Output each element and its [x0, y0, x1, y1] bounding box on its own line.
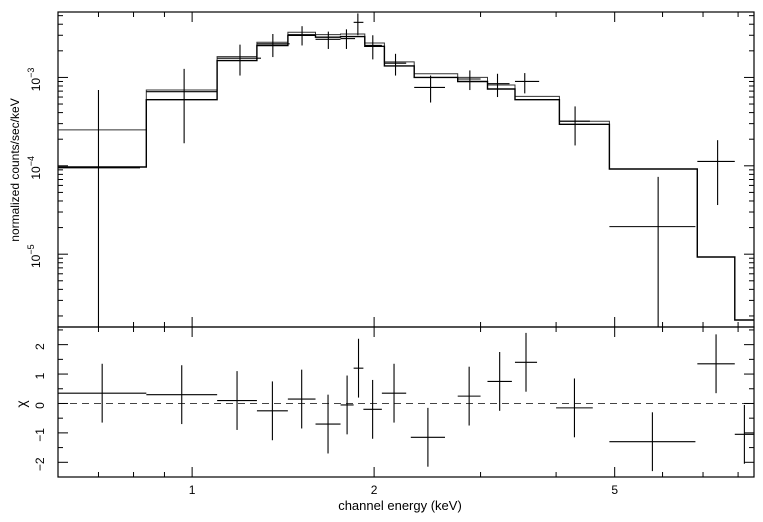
x-tick-label: 1 [189, 483, 196, 497]
residual-data-points [58, 332, 754, 472]
residual-frame [57, 326, 755, 478]
residual-y-tick-label: −2 [33, 457, 47, 471]
spectrum-data-point [315, 31, 341, 49]
spectrum-data-point [146, 68, 218, 144]
spectrum-data-points [58, 13, 735, 327]
model-curves [58, 31, 754, 321]
residual-data-point [353, 338, 364, 398]
spectrum-data-point [414, 75, 446, 103]
residual-data-point [697, 334, 735, 394]
residual-data-point [287, 369, 316, 429]
residual-y-axis-label: χ [13, 400, 29, 408]
residual-data-point [315, 394, 341, 454]
spectrum-data-point [514, 73, 540, 94]
spectrum-data-point [287, 26, 316, 46]
residual-y-ticks: 2 1 0 −1 −2 [33, 329, 754, 478]
spectrum-data-point [217, 44, 262, 76]
residual-data-point [410, 407, 446, 467]
residual-data-point [363, 379, 382, 439]
spectrum-data-point [384, 53, 407, 76]
residual-data-point [457, 366, 481, 426]
residual-data-point [556, 378, 593, 438]
residual-data-point [146, 365, 218, 425]
residual-y-tick-label: 0 [33, 402, 47, 409]
residual-y-tick-label: 1 [33, 372, 47, 379]
spectrum-data-point [559, 106, 590, 146]
residual-data-point [734, 404, 754, 464]
x-axis-label: channel energy (keV) [338, 498, 462, 513]
model-curve-alt [58, 31, 754, 321]
residual-data-point [514, 332, 538, 392]
x-tick-labels: 1 2 5 [189, 483, 619, 497]
spectrum-y-ticks: 10−3 10−4 10−5 [26, 15, 754, 317]
x-tick-label: 5 [611, 483, 618, 497]
residual-data-point [381, 363, 407, 423]
spectrum-data-point [697, 140, 735, 206]
spectrum-y-tick-label: 10−5 [26, 244, 43, 268]
spectrum-data-point [58, 90, 141, 327]
spectrum-panel: 10−3 10−4 10−5 normalized counts/sec/keV [8, 11, 755, 328]
spectrum-y-tick-label: 10−4 [26, 156, 43, 180]
spectrum-x-ticks [57, 12, 739, 327]
spectrum-data-point [609, 176, 696, 327]
residual-data-point [217, 371, 257, 430]
residual-x-ticks [57, 327, 739, 477]
residual-data-point [58, 363, 147, 423]
spectrum-data-point [457, 70, 481, 91]
spectrum-data-point [487, 73, 510, 98]
spectrum-data-point [353, 13, 364, 36]
spectrum-y-axis-label: normalized counts/sec/keV [8, 98, 22, 241]
residual-y-tick-label: −1 [33, 428, 47, 442]
spectrum-y-tick-label: 10−3 [26, 68, 43, 92]
residual-y-tick-label: 2 [33, 343, 47, 350]
x-tick-label: 2 [371, 483, 378, 497]
residual-data-point [256, 381, 288, 441]
spectrum-data-point [364, 35, 382, 60]
spectrum-data-point [256, 34, 290, 58]
residual-panel: 2 1 0 −1 −2 χ [13, 326, 755, 478]
residual-data-point [487, 352, 512, 411]
spectrum-data-point [340, 29, 356, 49]
residual-data-point [609, 412, 696, 472]
model-curve [58, 34, 754, 321]
residual-data-point [340, 375, 354, 435]
